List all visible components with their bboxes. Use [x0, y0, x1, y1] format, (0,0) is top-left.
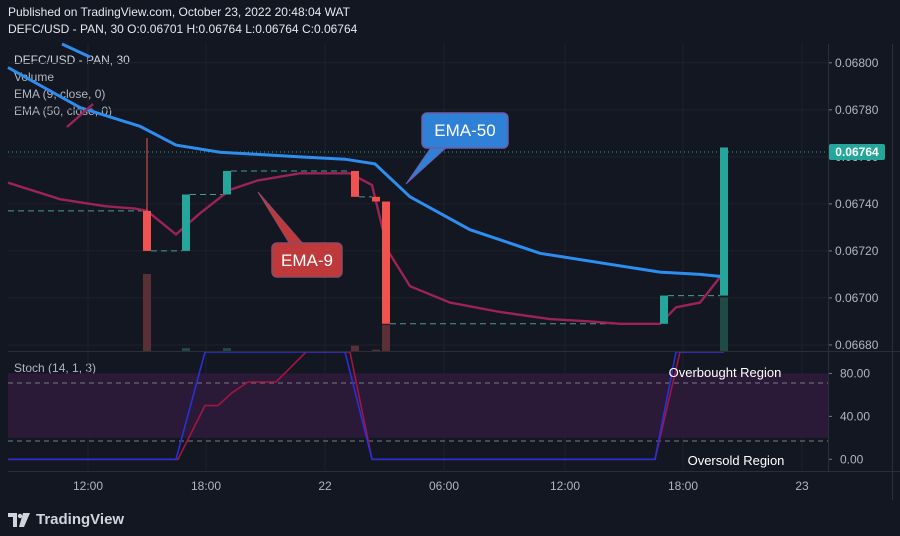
price-tick-label-3: 0.06740 — [835, 197, 879, 211]
volume-bars — [143, 274, 728, 352]
time-tick-label-1: 18:00 — [191, 479, 221, 493]
volume-bar-5 — [382, 324, 390, 352]
candle-body-3 — [351, 170, 359, 197]
footer: TradingView — [8, 511, 124, 528]
legend-volume[interactable]: Volume — [14, 70, 55, 84]
time-tick-label-2: 22 — [318, 479, 332, 493]
time-tick-label-0: 12:00 — [73, 479, 103, 493]
ema9-legend-stub — [66, 103, 94, 128]
ema9-callout-pointer — [257, 191, 307, 247]
last-price-tag-box — [829, 144, 885, 160]
volume-bar-4 — [372, 349, 380, 352]
published-info: Published on TradingView.com, October 23… — [8, 5, 350, 19]
brand-name: TradingView — [36, 511, 125, 528]
tradingview-logo-icon — [8, 512, 30, 527]
ema50-legend-stub — [61, 42, 91, 59]
time-tick-label-4: 12:00 — [550, 479, 580, 493]
stoch-tick-label-2: 80.00 — [840, 366, 870, 380]
candle-body-5 — [382, 201, 390, 324]
price-tick-label-1: 0.06700 — [835, 291, 879, 305]
stoch-tick-label-0: 0.00 — [840, 452, 864, 466]
candle-body-4 — [372, 196, 380, 202]
ema50-callout-label: EMA-50 — [434, 121, 495, 140]
candles — [143, 138, 728, 324]
volume-bar-1 — [182, 348, 190, 352]
candle-body-6 — [660, 295, 668, 324]
ema50-callout: EMA-50 — [405, 112, 509, 185]
price-tick-label-0: 0.06680 — [835, 338, 879, 352]
oversold-label: Oversold Region — [688, 453, 785, 468]
ema50-line — [7, 66, 725, 279]
volume-bar-0 — [143, 274, 151, 352]
legend-ema9[interactable]: EMA (9, close, 0) — [14, 87, 106, 101]
stoch-band — [8, 373, 828, 438]
overbought-label: Overbought Region — [669, 365, 782, 380]
legend-stoch[interactable]: Stoch (14, 1, 3) — [14, 361, 97, 375]
time-tick-label-3: 06:00 — [429, 479, 459, 493]
stoch-tick-label-1: 40.00 — [840, 409, 870, 423]
last-price-tag-label: 0.06764 — [835, 145, 879, 159]
time-axis-ticks: 12:00 18:00 22 06:00 12:00 18:00 23 — [73, 479, 809, 493]
ema9-callout-label: EMA-9 — [281, 251, 333, 270]
volume-bar-6 — [720, 297, 728, 352]
candle-body-0 — [143, 210, 151, 251]
price-tick-label-2: 0.06720 — [835, 244, 879, 258]
ema9-line — [7, 172, 725, 325]
time-tick-label-6: 23 — [795, 479, 809, 493]
volume-bar-2 — [223, 348, 231, 352]
ema9-callout: EMA-9 — [257, 191, 343, 278]
ohlc-info: DEFC/USD - PAN, 30 O:0.06701 H:0.06764 L… — [8, 22, 358, 36]
ema50-callout-box — [421, 112, 509, 149]
price-tick-label-6: 0.06800 — [835, 56, 879, 70]
candle-body-2 — [223, 170, 231, 195]
candle-body-1 — [182, 194, 190, 251]
legend-symbol[interactable]: DEFC/USD - PAN, 30 — [14, 53, 130, 67]
price-scale — [828, 44, 900, 352]
candle-body-7 — [720, 147, 728, 296]
stoch-scale — [828, 352, 900, 470]
price-tick-label-5: 0.06780 — [835, 103, 879, 117]
time-tick-label-5: 18:00 — [668, 479, 698, 493]
last-price-tag[interactable]: 0.06764 — [829, 144, 885, 160]
ema9-callout-box — [271, 242, 343, 278]
step-dashes — [8, 170, 720, 325]
volume-bar-3 — [351, 345, 359, 352]
